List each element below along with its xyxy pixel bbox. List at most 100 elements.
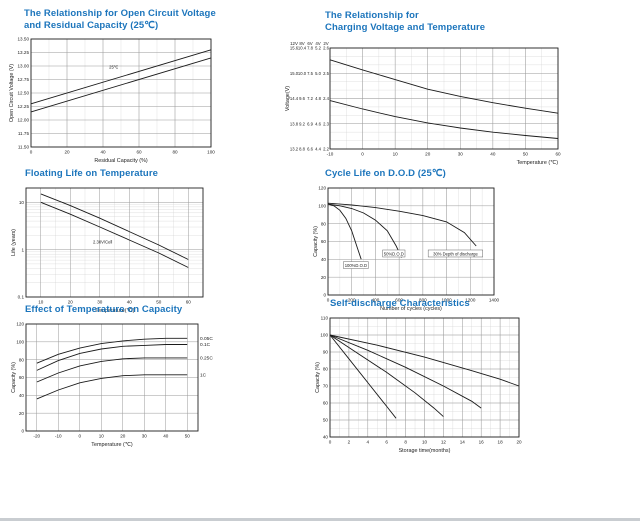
series-dod-100 [327,203,362,260]
panel-self-discharge: Self-discharge Characteristics 0 2 4 6 8 10 12… [312,298,529,455]
series-label: 1C [200,372,207,378]
x-tick-label: 40 [100,149,106,154]
series-float-use [329,100,559,139]
plot-border [327,187,495,296]
y-tick-label: 11.75 [18,131,30,136]
plot-border [25,187,204,298]
x-tick-label: 50 [185,433,191,438]
y-tick-label: 2.4 [323,96,329,101]
y-axis-label: Capacity (%) [313,226,319,257]
x-tick-label: 800 [419,297,427,302]
cycle-life-on-dod-svg: 0 200 400 600 800 1000 1200 1400 0 20 40 60 80 100 120… [313,186,500,312]
chart-title-temperature-capacity: Effect of Temperature on Capacity [25,304,183,315]
plot-border [30,38,212,148]
x-tick-label: 40 [163,433,169,438]
series-storage-30c [329,334,444,417]
y-tick-label: 10.4 [298,46,307,51]
y-tick-label: 60 [323,401,329,406]
self-discharge-characteristics-svg: 0 2 4 6 8 10 12 14 16 18 20 40 50 60 70 80 90 100 110 Stora… [315,316,522,454]
y-tick-label: 100 [318,204,326,209]
chart-charging-voltage: -10 0 10 20 30 40 50 60 12V 8V 6V 4V 2V 15.6 10.4 7.8 5.… [284,35,568,167]
y-tick-label: 4.6 [315,121,321,126]
x-tick-label: 80 [172,149,178,154]
chart-title-charging-voltage: The Relationship for Charging Voltage an… [325,10,486,33]
chart-floating-life: 10 20 30 40 50 60 10 1 0.1 2.30V/Cell Temperature(… [8,181,213,315]
x-tick-label: 0 [30,149,33,154]
annotation: 30% Depth of discharge [433,251,478,256]
x-tick-label: 8 [404,439,407,444]
chart-temperature-capacity: -20 -10 0 10 20 30 40 50 0 20 40 60 80 100 120 0.05C 0.1… [8,317,224,449]
annotation: 25℃ [109,64,119,69]
y-tick-label: 0 [21,429,24,434]
plot-border [25,323,199,432]
x-tick-label: 50 [523,151,529,156]
x-axis-label: Residual Capacity (%) [94,158,148,164]
y-tick-label: 9.6 [299,96,305,101]
x-tick-label: 20 [68,299,74,304]
y-tick-label: 7.8 [307,46,313,51]
y-tick-label: 4.4 [315,147,321,152]
y-tick-label: 14.4 [290,96,299,101]
y-tick-label: 80 [321,221,327,226]
series-lower-line [30,57,212,113]
annotation-box [427,249,483,258]
y-tick-label: 2.6 [323,46,329,51]
open-circuit-voltage-vs-residual-capacity-svg: 0 20 40 60 80 100 11.50 11.75 12.00 12.25 12.50 12.… [9,37,215,164]
annotation-box [343,261,369,269]
y-tick-label: 5.0 [315,71,321,76]
x-tick-label: 200 [348,297,356,302]
x-tick-label: 60 [186,299,192,304]
x-tick-label: 12 [441,439,447,444]
y-tick-label: 11.50 [18,145,30,150]
y-axis-label: Life (years) [11,229,17,256]
y-axis-label: Voltage(V) [285,86,291,111]
x-tick-label: 10 [393,151,399,156]
y-tick-label: 0 [323,293,326,298]
y-tick-label: 13.25 [18,50,30,55]
y-tick-label: 90 [323,350,329,355]
panel-charging-voltage: The Relationship for Charging Voltage an… [284,10,568,167]
y-tick-label: 12.75 [18,77,30,82]
x-tick-label: 60 [136,149,142,154]
series-storage-40c [329,334,397,419]
y-tick-label: 40 [19,393,25,398]
x-tick-label: 14 [460,439,466,444]
x-tick-label: 20 [64,149,70,154]
x-tick-label: -10 [327,151,334,156]
series-label: 0.05C [200,336,213,342]
x-tick-label: 20 [120,433,126,438]
y-tick-label: 80 [323,367,329,372]
y-tick-label: 100 [16,340,24,345]
y-tick-label: 13.50 [18,37,30,42]
floating-life-on-temperature-svg: 10 20 30 40 50 60 10 1 0.1 2.30V/Cell Temperature(… [11,187,204,314]
chart-title-open-circuit-voltage: The Relationship for Open Circuit Voltag… [24,8,216,31]
x-tick-label: 1200 [465,297,476,302]
y-tick-label: 10 [19,200,25,205]
x-tick-label: 30 [97,299,103,304]
x-tick-label: 16 [479,439,485,444]
annotation: 2.30V/Cell [93,239,112,244]
series-storage-25c [329,334,482,409]
x-tick-label: 0 [327,297,330,302]
y-tick-label: 13.00 [18,64,30,69]
x-tick-label: 10 [99,433,105,438]
chart-cycle-life: 0 200 400 600 800 1000 1200 1400 0 20 40 60 80 100 120… [310,181,504,313]
y-axis-label: Capacity (%) [11,362,17,393]
chart-open-circuit-voltage: 0 20 40 60 80 100 11.50 11.75 12.00 12.25 12.50 12.… [6,33,221,165]
y-tick-label: 4.8 [315,96,321,101]
y-tick-label: 110 [321,316,329,321]
x-tick-label: 20 [425,151,431,156]
y-tick-label: 40 [321,257,327,262]
y-scale-header: 12V [290,41,298,46]
x-tick-label: 400 [372,297,380,302]
y-tick-label: 12.25 [18,104,30,109]
x-tick-label: 60 [555,151,561,156]
x-tick-label: 4 [367,439,370,444]
x-tick-label: 40 [490,151,496,156]
annotation: 50%D.O.D [384,251,404,256]
y-scale-header: 8V [299,41,304,46]
y-scale-header: 2V [323,41,328,46]
x-tick-label: 40 [127,299,133,304]
series-rate-0-1c [36,344,188,371]
